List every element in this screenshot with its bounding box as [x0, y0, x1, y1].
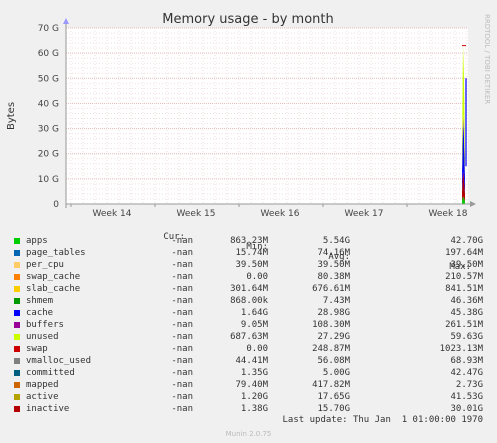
y-tick-label: 40 G	[38, 99, 59, 109]
y-tick-label: 60 G	[38, 49, 59, 59]
x-tick-label: Week 18	[429, 209, 468, 219]
y-tick-label: 20 G	[38, 150, 59, 160]
axis-layer	[63, 18, 476, 208]
y-tick-label: 0	[53, 200, 59, 210]
y-tick-label: 70 G	[38, 24, 59, 34]
x-tick-label: Week 17	[345, 209, 384, 219]
y-tick-label: 30 G	[38, 125, 59, 135]
area-band	[462, 121, 465, 195]
y-tick-label: 50 G	[38, 74, 59, 84]
y-axis-label: Bytes	[6, 102, 17, 130]
y-axis-arrow-icon	[63, 18, 69, 24]
area-band	[462, 116, 465, 180]
plot-area	[66, 28, 468, 204]
x-tick-labels: Week 14 Week 15 Week 16 Week 17 Week 18	[70, 204, 468, 219]
rrdtool-watermark: RRDTOOL / TOBI OETIKER	[483, 14, 491, 104]
area-band	[462, 171, 465, 202]
y-tick-label: 10 G	[38, 175, 59, 185]
area-band	[462, 196, 465, 204]
x-tick-label: Week 16	[261, 209, 300, 219]
area-band	[462, 45, 465, 177]
chart-title: Memory usage - by month	[162, 12, 333, 27]
area-band	[462, 113, 465, 178]
y-tick-labels: 0 10 G 20 G 30 G 40 G 50 G 60 G 70 G	[38, 24, 60, 210]
x-tick-label: Week 14	[93, 209, 132, 219]
x-axis-arrow-icon	[470, 201, 476, 207]
area-layer	[462, 45, 467, 204]
x-tick-label: Week 15	[177, 209, 216, 219]
grid-layer	[66, 27, 468, 204]
